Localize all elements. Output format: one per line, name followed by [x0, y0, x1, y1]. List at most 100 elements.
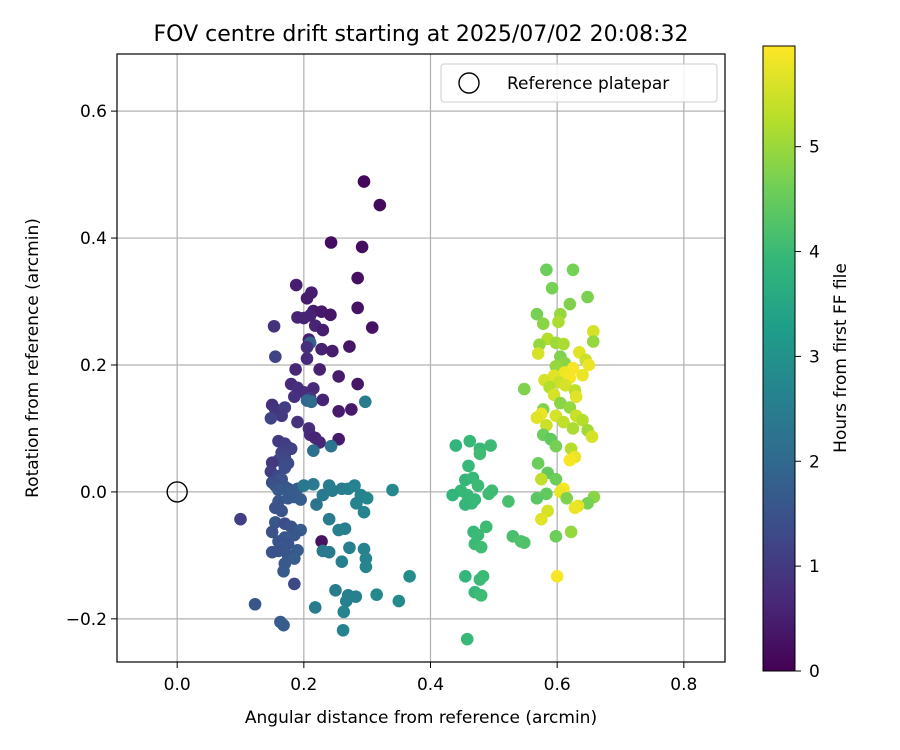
data-point: [316, 488, 330, 502]
data-point: [557, 337, 570, 351]
data-point: [502, 495, 515, 508]
data-point: [360, 491, 374, 505]
data-point: [357, 542, 371, 556]
data-point: [582, 358, 596, 372]
data-point: [289, 363, 302, 376]
data-point: [288, 577, 301, 591]
colorbar-gradient: [762, 45, 796, 672]
data-point: [289, 278, 303, 292]
data-point: [343, 541, 356, 555]
data-point: [474, 540, 488, 554]
data-point: [336, 623, 350, 637]
data-point: [563, 453, 577, 467]
legend-hollow-circle-icon: [458, 72, 480, 94]
data-point: [358, 395, 372, 409]
data-point: [485, 484, 499, 497]
data-point: [479, 520, 493, 534]
data-point: [357, 505, 371, 519]
data-point: [288, 390, 301, 404]
data-point: [370, 588, 383, 602]
y-tick-label: 0.0: [80, 483, 107, 503]
data-point: [586, 325, 600, 338]
data-point: [549, 359, 563, 373]
data-point: [324, 439, 338, 453]
grid-lines: [117, 54, 725, 662]
data-point: [272, 483, 285, 497]
data-point: [322, 545, 336, 559]
data-point: [307, 477, 320, 491]
colorbar-tick-label: 2: [809, 452, 820, 472]
data-point: [545, 281, 559, 295]
data-point: [535, 472, 548, 486]
data-point: [269, 516, 282, 529]
data-point: [564, 525, 578, 539]
data-point: [305, 395, 318, 409]
data-point: [348, 479, 361, 492]
data-point: [350, 497, 363, 510]
data-point: [357, 175, 371, 188]
colorbar-tick-label: 5: [809, 138, 820, 158]
data-point: [449, 439, 463, 452]
data-point: [473, 573, 487, 586]
data-point: [277, 618, 290, 632]
x-axis-label: Angular distance from reference (arcmin): [245, 708, 597, 728]
data-point: [275, 409, 288, 423]
data-point: [324, 308, 337, 322]
data-point: [560, 491, 573, 505]
colorbar-label: Hours from first FF file: [831, 263, 851, 453]
data-point: [339, 594, 353, 608]
data-point: [316, 323, 330, 337]
data-point: [351, 301, 364, 315]
data-point: [345, 403, 358, 416]
x-tick-label: 0.0: [164, 675, 191, 695]
data-point: [329, 583, 342, 597]
data-point: [272, 544, 285, 558]
x-tick-label: 0.4: [417, 675, 444, 695]
data-point: [365, 321, 379, 334]
data-point: [550, 570, 564, 583]
data-point: [462, 459, 475, 473]
data-point: [300, 292, 314, 305]
data-point: [460, 632, 474, 646]
colorbar-tick-label: 4: [809, 243, 820, 263]
data-point: [530, 491, 544, 505]
data-point: [473, 447, 487, 461]
data-point: [535, 512, 548, 526]
data-point: [549, 472, 563, 486]
data-point: [332, 405, 345, 418]
data-point: [275, 504, 288, 518]
data-point: [459, 570, 472, 583]
data-point: [267, 319, 281, 333]
data-point: [566, 263, 580, 277]
plot-frame: [116, 53, 726, 663]
data-point: [288, 528, 301, 542]
data-point: [265, 525, 279, 539]
data-point: [349, 590, 363, 603]
data-point: [586, 335, 600, 348]
data-point: [322, 512, 336, 526]
data-point: [335, 555, 349, 569]
legend-label: Reference platepar: [507, 74, 669, 94]
data-point: [373, 198, 387, 212]
data-point: [468, 493, 482, 506]
data-point: [559, 378, 572, 392]
reference-point: [166, 481, 188, 503]
data-point: [326, 484, 339, 497]
data-point: [531, 347, 545, 360]
data-point: [531, 457, 545, 470]
data-point: [471, 479, 485, 492]
data-point: [403, 570, 416, 583]
x-axis-ticks: 0.0 0.2 0.4 0.6 0.8: [164, 662, 697, 695]
colorbar: 0 1 2 3 4 5 Hours from first FF file: [762, 45, 851, 682]
x-tick-label: 0.2: [290, 675, 317, 695]
data-point: [554, 396, 567, 410]
colorbar-tick-label: 0: [809, 662, 820, 682]
data-point: [308, 601, 322, 614]
data-point: [549, 530, 563, 543]
y-tick-label: 0.2: [80, 356, 107, 376]
data-point: [310, 498, 323, 511]
colorbar-ticks: 0 1 2 3 4 5: [795, 138, 820, 682]
reference-platepar-marker: [166, 481, 188, 503]
data-point: [264, 411, 278, 425]
y-tick-label: 0.6: [80, 102, 107, 122]
